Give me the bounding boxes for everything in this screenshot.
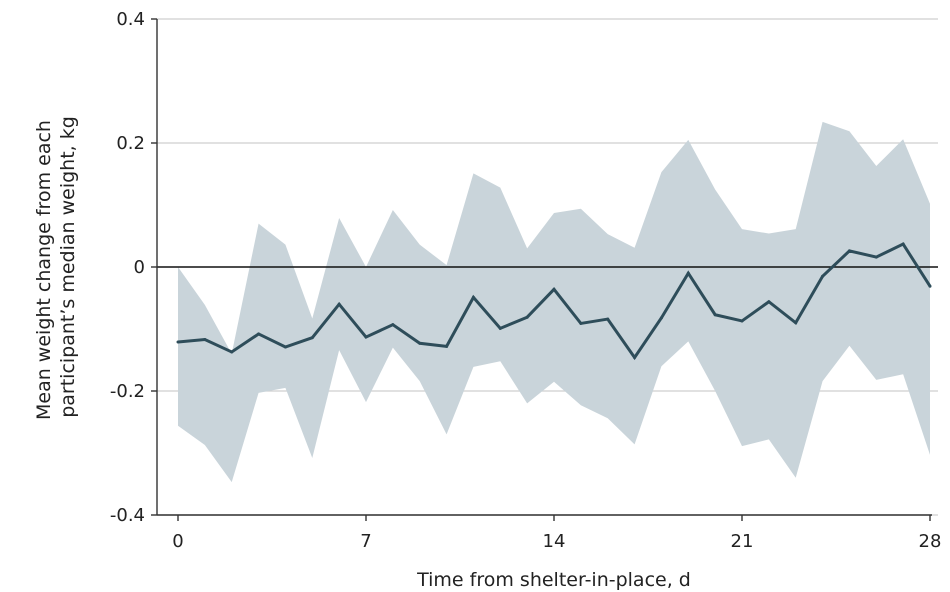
- data-point: [928, 284, 932, 288]
- x-axis-label: Time from shelter-in-place, d: [416, 569, 691, 591]
- x-tick-label: 0: [172, 531, 183, 552]
- data-point: [257, 332, 261, 336]
- y-tick-label: 0.2: [116, 133, 145, 154]
- data-point: [740, 319, 744, 323]
- x-axis-ticks: 0 7 14 21 28: [172, 515, 941, 552]
- data-point: [310, 336, 314, 340]
- data-point: [471, 295, 475, 299]
- y-tick-label: -0.2: [110, 381, 145, 402]
- data-point: [633, 356, 637, 360]
- data-point: [418, 341, 422, 345]
- y-tick-label: 0: [134, 257, 145, 278]
- data-point: [821, 274, 825, 278]
- data-point: [364, 335, 368, 339]
- x-tick-label: 21: [731, 531, 754, 552]
- data-point: [391, 323, 395, 327]
- x-tick-label: 7: [360, 531, 371, 552]
- y-tick-label: -0.4: [110, 505, 145, 526]
- data-point: [337, 302, 341, 306]
- data-point: [847, 249, 851, 253]
- y-tick-label: 0.4: [116, 9, 145, 30]
- data-point: [686, 271, 690, 275]
- data-point: [445, 344, 449, 348]
- data-point: [498, 326, 502, 330]
- y-axis-label: Mean weight change from each participant…: [33, 114, 79, 420]
- data-point: [283, 345, 287, 349]
- data-point: [713, 313, 717, 317]
- data-point: [525, 315, 529, 319]
- confidence-interval-band: [178, 121, 930, 483]
- data-point: [794, 321, 798, 325]
- data-point: [767, 300, 771, 304]
- y-axis-label-line-2: participant’s median weight, kg: [57, 116, 79, 418]
- data-point: [606, 317, 610, 321]
- x-tick-label: 28: [919, 531, 942, 552]
- x-tick-label: 14: [543, 531, 566, 552]
- data-point: [659, 316, 663, 320]
- data-point: [552, 287, 556, 291]
- data-point: [579, 321, 583, 325]
- y-axis-label-line-1: Mean weight change from each: [33, 120, 55, 420]
- data-point: [901, 242, 905, 246]
- data-point: [176, 340, 180, 344]
- data-point: [230, 350, 234, 354]
- data-points: [176, 242, 932, 360]
- data-point: [203, 338, 207, 342]
- data-point: [874, 255, 878, 259]
- y-axis-ticks: -0.4 -0.2 0 0.2 0.4: [110, 9, 157, 526]
